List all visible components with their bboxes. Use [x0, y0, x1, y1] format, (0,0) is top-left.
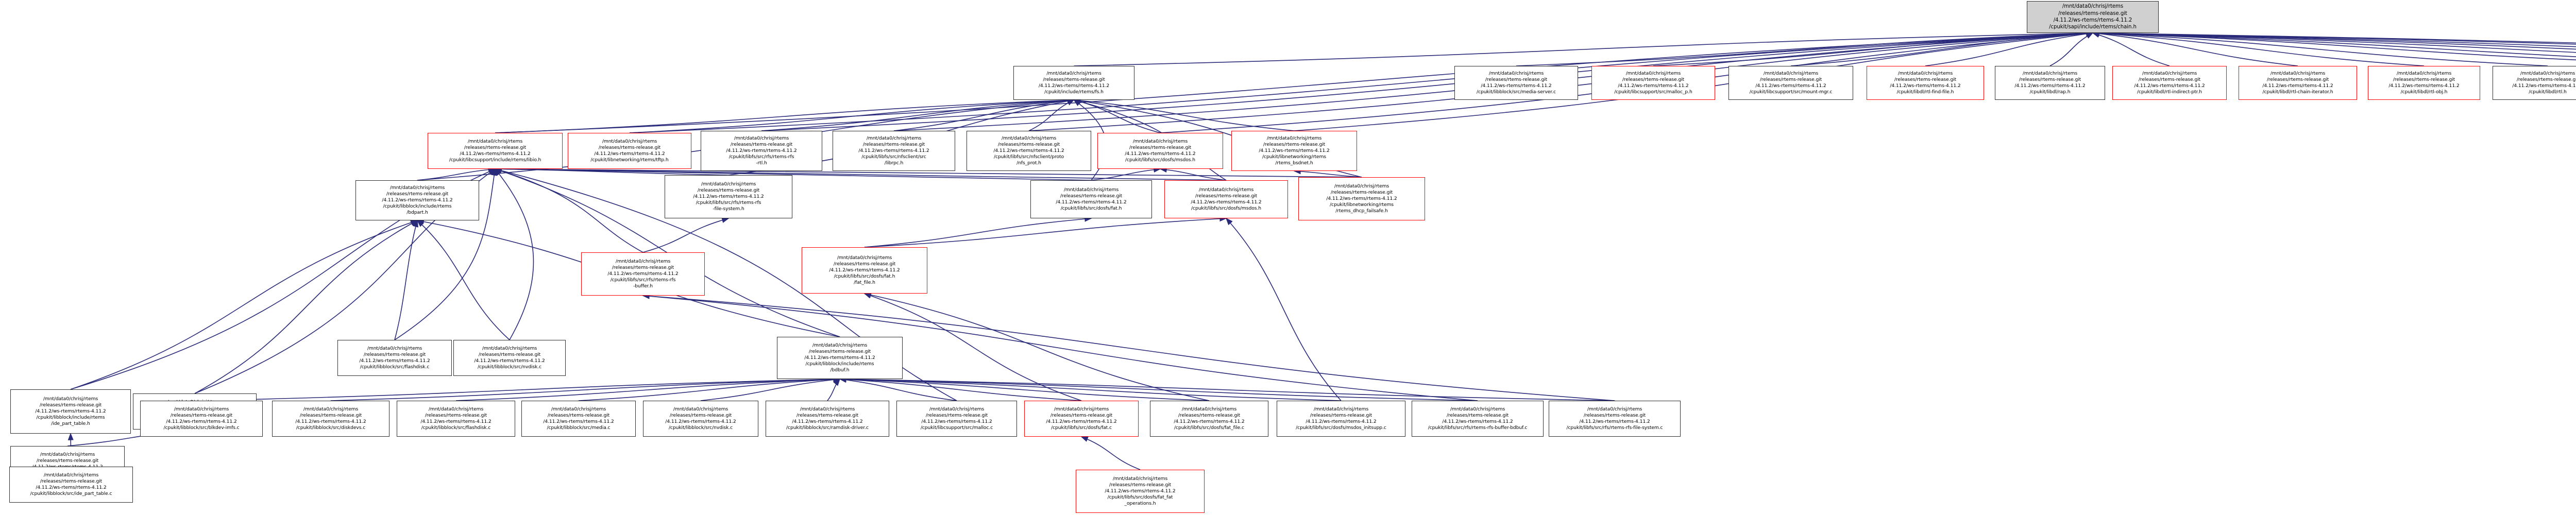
graph-edge: [864, 216, 1092, 248]
graph-node[interactable]: /mnt/data0/chrisj/rtems /releases/rtems-…: [2112, 66, 2227, 100]
graph-node[interactable]: /mnt/data0/chrisj/rtems /releases/rtems-…: [833, 131, 955, 171]
graph-edge: [2092, 30, 2298, 66]
graph-node[interactable]: /mnt/data0/chrisj/rtems /releases/rtems-…: [337, 340, 452, 376]
graph-edge: [839, 376, 1082, 401]
graph-edge: [494, 168, 643, 253]
graph-edge: [863, 293, 1082, 401]
graph-edge: [2092, 32, 2170, 66]
graph-edge: [416, 219, 510, 340]
graph-edge: [1074, 30, 2094, 66]
graph-edge: [2092, 30, 2576, 50]
graph-node[interactable]: /mnt/data0/chrisj/rtems /releases/rtems-…: [896, 401, 1017, 437]
graph-node[interactable]: /mnt/data0/chrisj/rtems /releases/rtems-…: [701, 131, 822, 171]
graph-edge: [578, 376, 841, 401]
graph-node[interactable]: /mnt/data0/chrisj/rtems /releases/rtems-…: [1454, 66, 1578, 100]
graph-edge: [2092, 30, 2576, 47]
graph-edge: [642, 217, 730, 253]
graph-edge: [330, 376, 841, 401]
graph-edge: [394, 168, 497, 340]
graph-edge: [2049, 32, 2094, 66]
graph-edge: [2092, 30, 2576, 45]
graph-edge: [839, 377, 957, 401]
graph-node[interactable]: /mnt/data0/chrisj/rtems /releases/rtems-…: [581, 252, 705, 296]
graph-edge: [1516, 30, 2094, 66]
graph-node[interactable]: /mnt/data0/chrisj/rtems /releases/rtems-…: [1076, 470, 1205, 513]
graph-node[interactable]: /mnt/data0/chrisj/rtems /releases/rtems-…: [140, 401, 263, 437]
graph-edge: [2092, 30, 2576, 61]
graph-edge: [1073, 97, 1295, 131]
graph-node[interactable]: /mnt/data0/chrisj/rtems /releases/rtems-…: [1277, 401, 1405, 437]
graph-node[interactable]: /mnt/data0/chrisj/rtems /releases/rtems-…: [2239, 66, 2357, 100]
graph-node[interactable]: /mnt/data0/chrisj/rtems /releases/rtems-…: [967, 131, 1091, 171]
graph-node[interactable]: /mnt/data0/chrisj/rtems /releases/rtems-…: [1549, 401, 1681, 437]
graph-edge: [1091, 166, 1161, 181]
graph-node[interactable]: /mnt/data0/chrisj/rtems /releases/rtems-…: [1150, 401, 1268, 437]
graph-node[interactable]: /mnt/data0/chrisj/rtems /releases/rtems-…: [1013, 66, 1134, 100]
graph-edge: [194, 220, 418, 394]
graph-node[interactable]: /mnt/data0/chrisj/rtems /releases/rtems-…: [397, 401, 515, 437]
graph-node[interactable]: /mnt/data0/chrisj/rtems /releases/rtems-…: [568, 133, 691, 169]
graph-node[interactable]: /mnt/data0/chrisj/rtems /releases/rtems-…: [521, 401, 636, 437]
graph-node[interactable]: /mnt/data0/chrisj/rtems /releases/rtems-…: [1995, 66, 2105, 100]
graph-root-node[interactable]: /mnt/data0/chrisj/rtems /releases/rtems-…: [2027, 1, 2159, 33]
graph-node[interactable]: /mnt/data0/chrisj/rtems /releases/rtems-…: [2493, 66, 2576, 100]
graph-edge: [495, 30, 2094, 133]
graph-node[interactable]: /mnt/data0/chrisj/rtems /releases/rtems-…: [777, 337, 903, 379]
graph-edge: [864, 216, 1227, 248]
graph-edge: [394, 219, 419, 340]
graph-edge: [494, 168, 534, 340]
graph-edge: [2092, 30, 2425, 66]
graph-edge: [761, 97, 1075, 131]
graph-edge: [455, 376, 841, 401]
graph-edge: [863, 292, 1210, 401]
graph-edge: [642, 293, 1478, 401]
graph-node[interactable]: /mnt/data0/chrisj/rtems /releases/rtems-…: [802, 247, 927, 294]
graph-edge: [2092, 30, 2576, 57]
graph-edge: [893, 97, 1075, 131]
graph-node[interactable]: /mnt/data0/chrisj/rtems /releases/rtems-…: [665, 175, 792, 218]
graph-edge: [1925, 31, 2094, 66]
graph-edge: [839, 376, 1210, 401]
graph-edge: [2092, 30, 2576, 53]
graph-node[interactable]: /mnt/data0/chrisj/rtems /releases/rtems-…: [428, 133, 563, 169]
graph-edge: [1225, 217, 1342, 401]
graph-edge: [2092, 30, 2576, 44]
graph-edge: [2092, 30, 2548, 66]
graph-edge: [1293, 168, 1362, 178]
graph-node[interactable]: /mnt/data0/chrisj/rtems /releases/rtems-…: [2368, 66, 2480, 100]
graph-node[interactable]: /mnt/data0/chrisj/rtems /releases/rtems-…: [1867, 66, 1984, 100]
graph-node[interactable]: /mnt/data0/chrisj/rtems /releases/rtems-…: [355, 180, 479, 220]
graph-node[interactable]: /mnt/data0/chrisj/rtems /releases/rtems-…: [1298, 177, 1425, 220]
graph-edge: [642, 293, 1615, 401]
graph-edge: [839, 376, 1478, 401]
graph-edge: [827, 378, 841, 401]
graph-edge: [201, 376, 841, 401]
graph-edge: [629, 97, 1075, 133]
graph-edge: [839, 376, 1342, 401]
graph-edge: [839, 376, 1615, 401]
graph-node[interactable]: /mnt/data0/chrisj/rtems /releases/rtems-…: [1024, 401, 1139, 437]
graph-node[interactable]: /mnt/data0/chrisj/rtems /releases/rtems-…: [1231, 131, 1357, 171]
graph-edge: [1159, 166, 1227, 181]
graph-node[interactable]: /mnt/data0/chrisj/rtems /releases/rtems-…: [766, 401, 889, 437]
graph-edge: [70, 219, 418, 390]
graph-edge: [700, 376, 841, 401]
graph-node[interactable]: /mnt/data0/chrisj/rtems /releases/rtems-…: [1728, 66, 1853, 100]
graph-node[interactable]: /mnt/data0/chrisj/rtems /releases/rtems-…: [9, 467, 133, 503]
graph-edge: [1080, 436, 1141, 470]
graph-node[interactable]: /mnt/data0/chrisj/rtems /releases/rtems-…: [1030, 180, 1152, 218]
graph-node[interactable]: /mnt/data0/chrisj/rtems /releases/rtems-…: [1164, 180, 1288, 218]
graph-node[interactable]: /mnt/data0/chrisj/rtems /releases/rtems-…: [272, 401, 389, 437]
graph-node[interactable]: /mnt/data0/chrisj/rtems /releases/rtems-…: [10, 389, 131, 434]
graph-node[interactable]: /mnt/data0/chrisj/rtems /releases/rtems-…: [1097, 133, 1223, 169]
graph-node[interactable]: /mnt/data0/chrisj/rtems /releases/rtems-…: [1591, 66, 1715, 100]
graph-edge: [629, 30, 2094, 133]
graph-node[interactable]: /mnt/data0/chrisj/rtems /releases/rtems-…: [1412, 401, 1544, 437]
graph-node[interactable]: /mnt/data0/chrisj/rtems /releases/rtems-…: [643, 401, 758, 437]
graph-edge: [494, 166, 1362, 178]
graph-node[interactable]: /mnt/data0/chrisj/rtems /releases/rtems-…: [453, 340, 566, 376]
